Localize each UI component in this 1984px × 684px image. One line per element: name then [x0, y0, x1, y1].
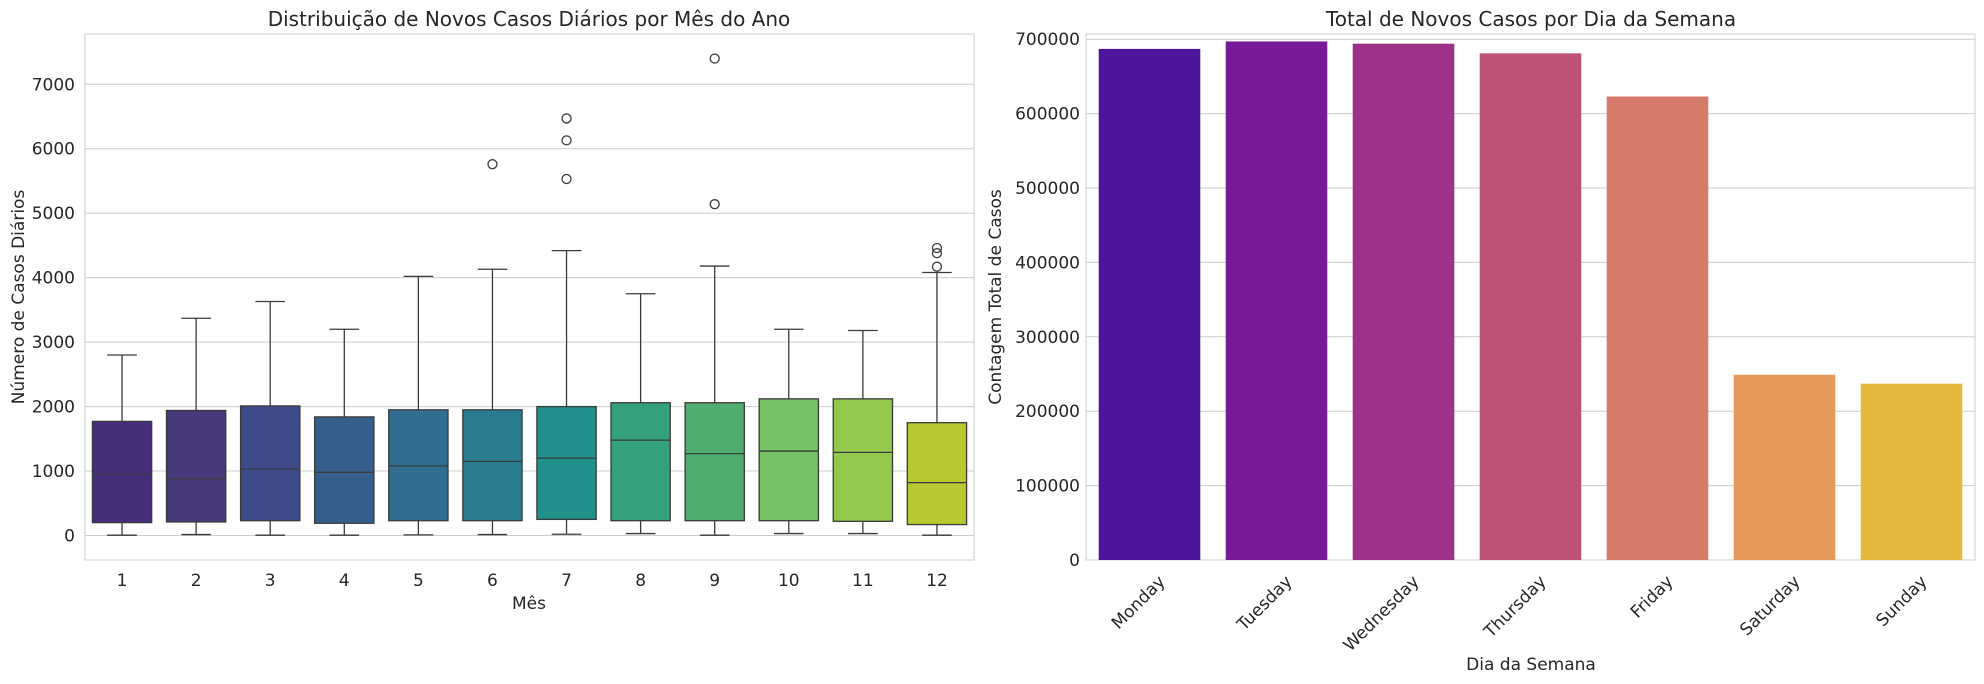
box-outlier: [931, 248, 943, 259]
bar-y-tick-label: 100000: [1015, 477, 1080, 497]
box-month-11: [832, 329, 894, 535]
box-outlier: [709, 199, 720, 210]
box-outlier: [561, 135, 572, 146]
box-outlier: [709, 53, 720, 64]
bar-y-tick-label: 200000: [1015, 402, 1080, 422]
box-iqr: [684, 402, 745, 522]
bar-tuesday: [1225, 41, 1328, 561]
boxplot-title: Distribuição de Novos Casos Diários por …: [268, 7, 791, 31]
boxplot-x-ticks: 1 2 3 4 5 6 7 8 9 10 11 12: [117, 571, 948, 591]
bar-thursday: [1479, 53, 1582, 561]
boxplot-x-tick-label: 5: [413, 571, 424, 591]
bar-x-axis-label: Dia da Semana: [1466, 655, 1596, 675]
boxplot-x-tick-label: 11: [852, 571, 874, 591]
boxplot-x-tick-label: 2: [191, 571, 202, 591]
boxplot-y-tick-label: 3000: [32, 333, 75, 353]
boxplot-y-tick-label: 0: [64, 527, 75, 547]
bar-y-axis-label: Contagem Total de Casos: [986, 189, 1006, 405]
bar-sunday: [1860, 383, 1963, 560]
box-outlier: [561, 113, 572, 124]
boxplot-marks: [91, 53, 968, 536]
box-iqr: [239, 405, 301, 522]
box-month-8: [610, 293, 671, 535]
boxplot-plot-area: [84, 33, 975, 561]
bar-saturday: [1733, 374, 1836, 560]
boxplot-x-tick-label: 6: [487, 571, 498, 591]
box-outlier: [931, 242, 943, 254]
bar-x-ticks: Monday Tuesday Wednesday Thursday Friday Satu…: [1108, 572, 1932, 656]
boxplot-x-tick-label: 3: [265, 571, 276, 591]
boxplot-y-tick-label: 5000: [32, 204, 75, 224]
boxplot-y-tick-label: 6000: [32, 140, 75, 160]
bar-y-tick-label: 700000: [1015, 30, 1080, 50]
box-iqr: [832, 398, 894, 522]
boxplot-x-tick-label: 12: [926, 571, 948, 591]
bar-title: Total de Novos Casos por Dia da Semana: [1325, 7, 1736, 31]
bar-chart: 0 100000 200000 300000 400000 500000 600000 700…: [986, 7, 1976, 675]
bar-x-tick-label: Wednesday: [1340, 572, 1424, 656]
bar-y-tick-label: 300000: [1015, 328, 1080, 348]
box-outlier: [487, 159, 498, 170]
boxplot-x-tick-label: 1: [117, 571, 128, 591]
boxplot-y-tick-label: 7000: [32, 75, 75, 95]
bar-monday: [1098, 48, 1201, 561]
boxplot-x-axis-label: Mês: [512, 594, 546, 614]
boxplot-x-tick-label: 10: [778, 571, 800, 591]
bar-x-tick-label: Thursday: [1480, 572, 1551, 643]
boxplot-gridlines: [85, 83, 974, 537]
box-outlier: [561, 173, 572, 185]
bar-x-tick-label: Sunday: [1872, 572, 1931, 631]
bar-x-tick-label: Saturday: [1736, 572, 1804, 640]
box-iqr: [314, 416, 375, 524]
box-month-2: [165, 317, 227, 536]
box-iqr: [906, 422, 968, 526]
box-month-3: [239, 300, 301, 536]
box-outlier: [931, 261, 943, 272]
box-iqr: [462, 409, 523, 522]
box-month-1: [91, 354, 153, 536]
bar-x-tick-label: Monday: [1108, 572, 1170, 634]
box-month-4: [314, 328, 375, 536]
boxplot-x-tick-label: 9: [709, 571, 720, 591]
box-month-12: [906, 242, 968, 536]
boxplot-x-tick-label: 7: [561, 571, 572, 591]
box-month-9: [684, 53, 745, 536]
box-month-5: [388, 275, 449, 536]
bar-x-tick-label: Friday: [1627, 572, 1678, 623]
box-iqr: [536, 405, 597, 521]
box-month-6: [462, 159, 523, 536]
boxplot-y-tick-label: 2000: [32, 398, 75, 418]
bar-x-tick-label: Tuesday: [1233, 572, 1297, 636]
bar-y-ticks: 0 100000 200000 300000 400000 500000 600000 700…: [1015, 30, 1080, 571]
bar-y-tick-label: 500000: [1015, 179, 1080, 199]
boxplot-x-tick-label: 4: [339, 571, 350, 591]
bar-y-tick-label: 400000: [1015, 253, 1080, 273]
bar-marks: [1098, 41, 1963, 561]
bar-friday: [1606, 96, 1709, 560]
bar-wednesday: [1352, 43, 1455, 560]
boxplot-y-ticks: 0 1000 2000 3000 4000 5000 6000 7000: [32, 75, 75, 546]
box-iqr: [165, 409, 227, 523]
bar-y-tick-label: 0: [1069, 551, 1080, 571]
box-iqr: [610, 402, 671, 522]
boxplot-y-tick-label: 4000: [32, 269, 75, 289]
boxplot-y-tick-label: 1000: [32, 462, 75, 482]
boxplot-y-axis-label: Número de Casos Diários: [9, 190, 29, 405]
box-iqr: [91, 420, 153, 524]
box-month-7: [536, 113, 597, 535]
bar-y-tick-label: 600000: [1015, 105, 1080, 125]
boxplot-x-tick-label: 8: [635, 571, 646, 591]
box-month-10: [758, 328, 820, 535]
box-iqr: [758, 398, 820, 522]
